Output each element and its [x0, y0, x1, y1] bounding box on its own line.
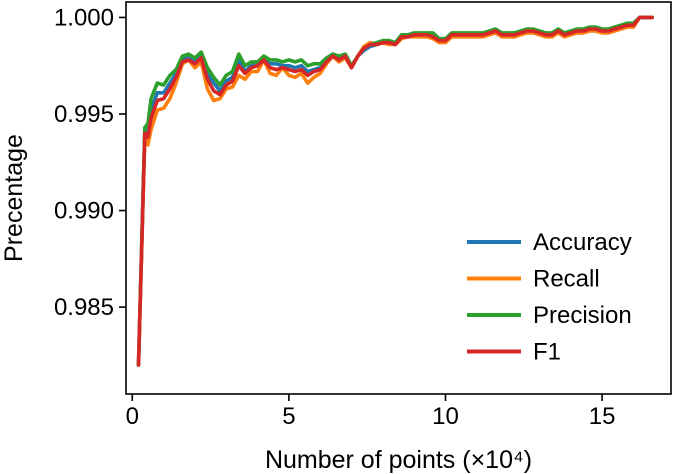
- legend-label: Precision: [533, 302, 632, 329]
- legend-label: Recall: [533, 266, 600, 293]
- legend-item-precision: Precision: [467, 302, 632, 329]
- legend-item-recall: Recall: [467, 266, 600, 293]
- x-tick-label: 0: [126, 403, 139, 430]
- x-tick-label: 15: [589, 403, 616, 430]
- legend-label: Accuracy: [533, 229, 632, 256]
- legend-label: F1: [533, 339, 561, 366]
- y-axis-label: Precentage: [0, 134, 28, 262]
- y-tick-label: 1.000: [54, 4, 114, 31]
- x-tick-label: 10: [432, 403, 459, 430]
- legend-item-f1: F1: [467, 339, 561, 366]
- series-line-precision: [136, 15, 654, 367]
- legend-item-accuracy: Accuracy: [467, 229, 632, 256]
- x-axis-label: Number of points (×10⁴): [265, 446, 532, 474]
- y-axis: 0.985 0.990 0.995 1.000: [54, 4, 126, 321]
- series-layer: [136, 15, 654, 367]
- series-line-f1: [136, 15, 654, 367]
- x-axis: 0 5 10 15: [126, 394, 616, 430]
- plot-frame: [125, 1, 672, 395]
- y-tick-label: 0.990: [54, 198, 114, 225]
- y-tick-label: 0.995: [54, 101, 114, 128]
- legend: Accuracy Recall Precision F1: [467, 229, 632, 366]
- y-tick-label: 0.985: [54, 294, 114, 321]
- x-tick-label: 5: [282, 403, 295, 430]
